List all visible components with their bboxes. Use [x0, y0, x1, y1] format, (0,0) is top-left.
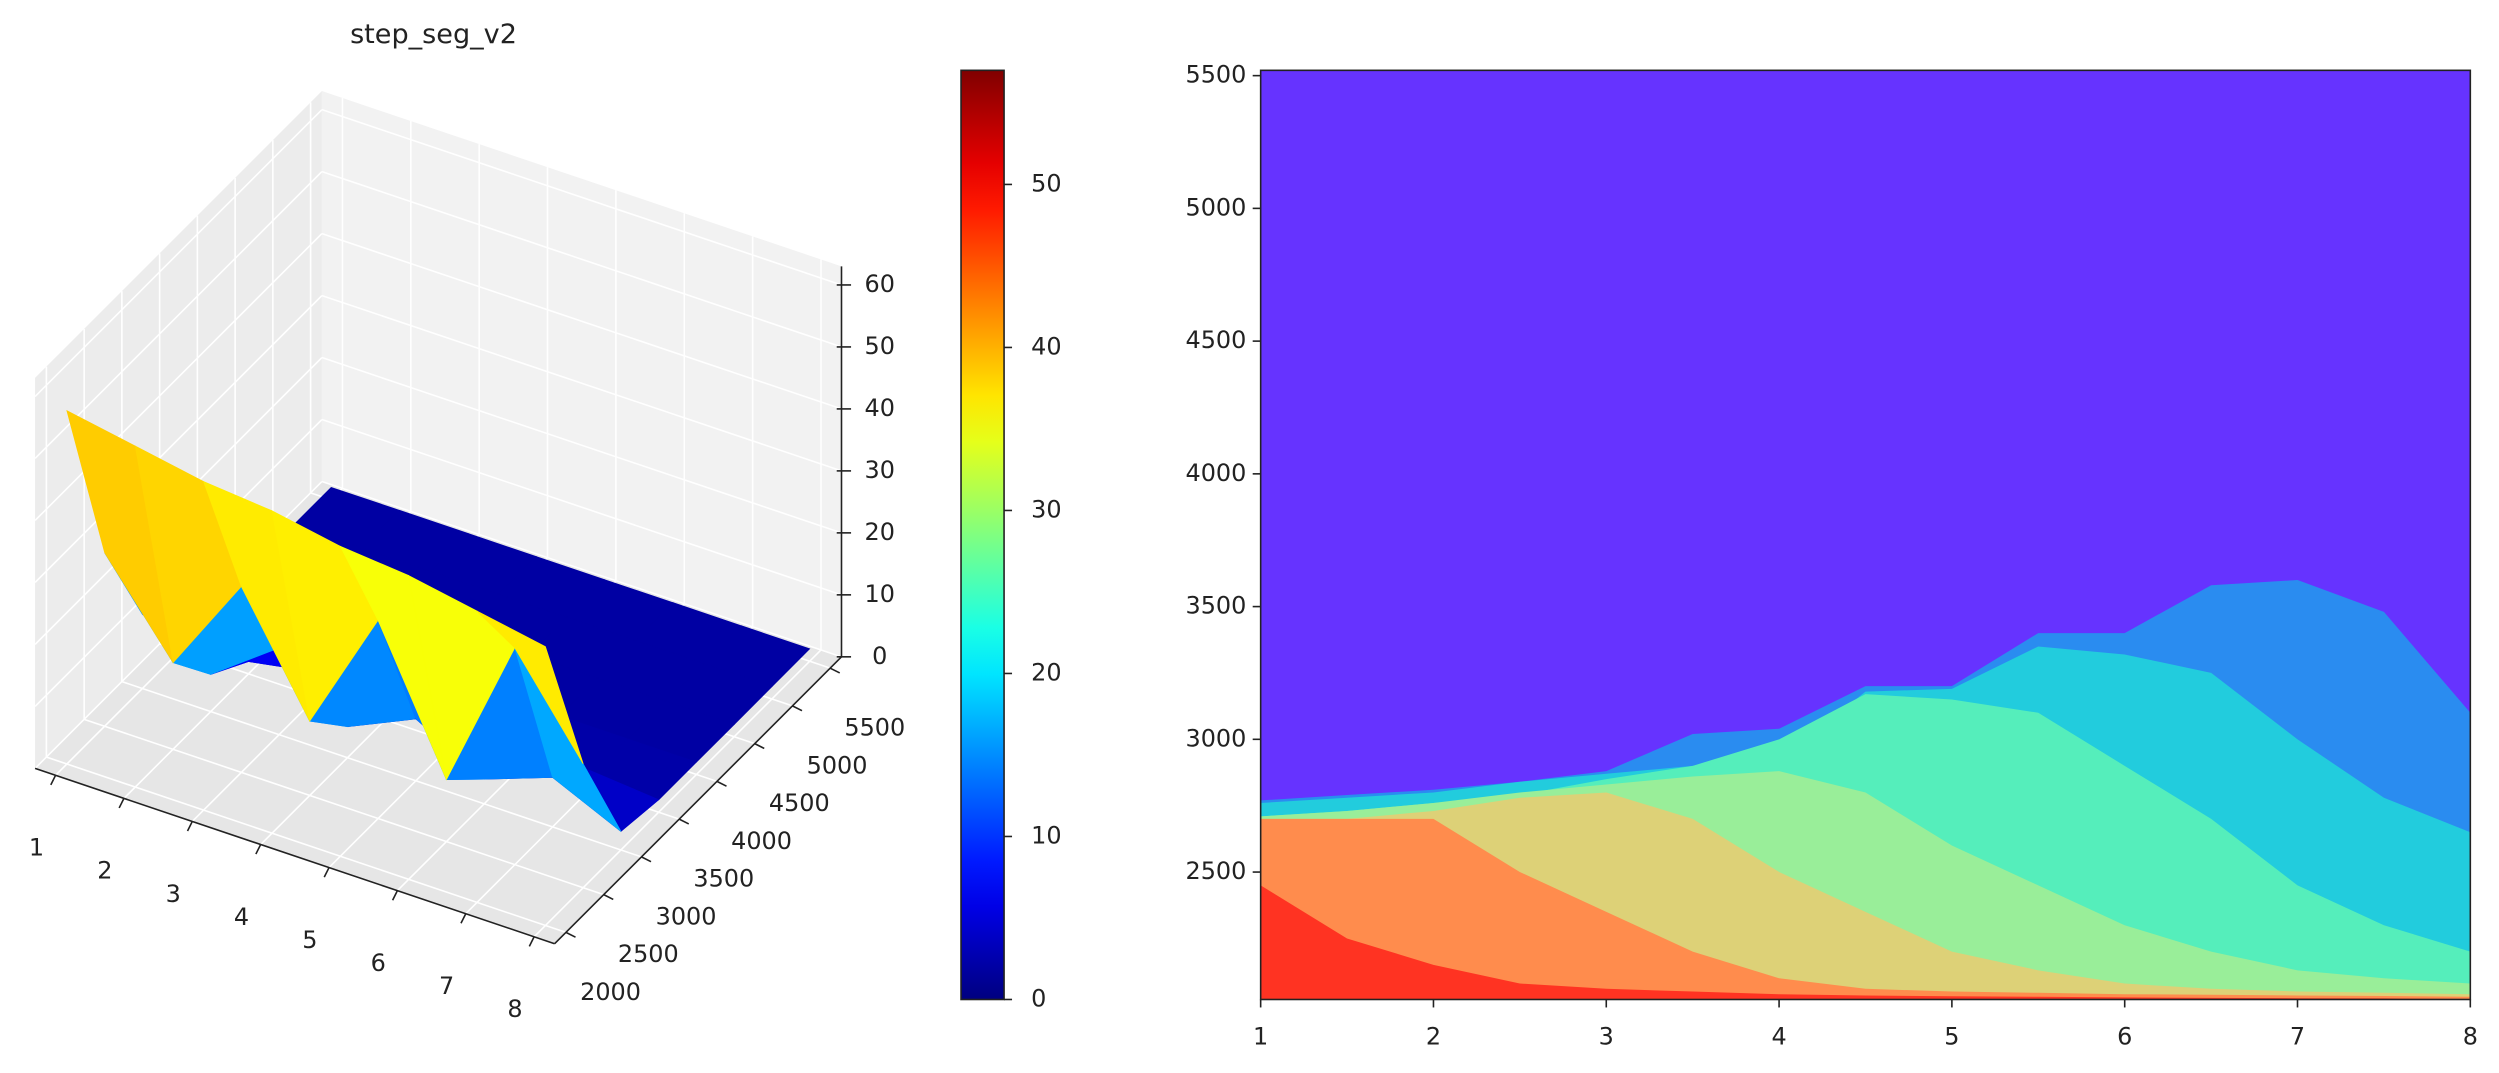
y-tick [754, 742, 765, 750]
z-tick-label: 10 [865, 580, 895, 608]
z-tick-label: 60 [865, 270, 895, 298]
x-tick-label: 7 [2290, 1023, 2305, 1051]
chart-title: step_seg_v2 [350, 19, 517, 50]
x-tick [460, 913, 467, 924]
x-tick [528, 936, 535, 947]
y-tick-label: 5500 [1186, 61, 1247, 89]
y-tick [716, 780, 727, 787]
y-tick-label: 3500 [693, 865, 754, 893]
z-tick-label: 20 [865, 518, 895, 546]
x-tick-label: 6 [371, 949, 386, 977]
y-tick-label: 3000 [656, 902, 717, 930]
colorbar-tick-label: 10 [1031, 821, 1061, 849]
x-tick-label: 3 [166, 880, 181, 908]
colorbar-tick-label: 40 [1031, 332, 1061, 360]
x-tick-label: 5 [1944, 1023, 1959, 1051]
z-tick-label: 30 [865, 456, 895, 484]
x-tick-label: 4 [234, 903, 249, 931]
y-tick-label: 2500 [1186, 857, 1247, 885]
pane-back [321, 91, 842, 657]
x-tick-label: 1 [1253, 1023, 1268, 1051]
x-tick [186, 821, 194, 832]
x-tick [50, 774, 57, 786]
y-tick-label: 4500 [1186, 326, 1247, 354]
grid-line [34, 295, 323, 584]
grid-line [321, 108, 842, 286]
y-tick [641, 856, 652, 863]
y-tick-label: 5000 [1186, 193, 1247, 221]
y-tick-label: 4000 [731, 827, 792, 855]
grid-line [533, 649, 822, 938]
z-tick-label: 50 [865, 332, 895, 360]
x-tick-label: 3 [1599, 1023, 1614, 1051]
colorbar-tick-label: 50 [1031, 169, 1061, 197]
y-tick-label: 2000 [580, 978, 641, 1006]
y-tick [678, 818, 690, 825]
y-tick-label: 4500 [769, 789, 830, 817]
colorbar-tick-label: 20 [1031, 658, 1061, 686]
z-tick-label: 40 [865, 394, 895, 422]
grid-line [34, 171, 323, 460]
colorbar [960, 69, 1005, 1001]
y-tick-label: 3000 [1186, 724, 1247, 752]
x-tick-label: 5 [302, 926, 317, 954]
y-tick-label: 5500 [844, 714, 905, 742]
grid-line [34, 109, 323, 398]
pane-left [35, 91, 322, 769]
region-area [1260, 885, 2471, 1000]
x-tick-label: 8 [2463, 1023, 2478, 1051]
plot-frame [1259, 69, 2472, 1001]
grid-line [46, 756, 567, 934]
x-tick-label: 2 [1426, 1023, 1441, 1051]
z-tick-label: 0 [872, 642, 887, 670]
grid-line [83, 718, 604, 896]
y-tick [792, 705, 803, 712]
x-tick [255, 844, 262, 855]
grid-line [321, 356, 842, 534]
x-tick-label: 8 [507, 995, 522, 1023]
x-tick-label: 6 [2117, 1023, 2132, 1051]
axis-line [34, 767, 555, 945]
axis-line [554, 656, 843, 945]
grid-line [321, 232, 842, 410]
colorbar-tick-label: 30 [1031, 495, 1061, 523]
x-tick-label: 1 [29, 834, 44, 862]
region-area [1260, 818, 2471, 1000]
grid-line [121, 680, 642, 858]
y-tick [603, 893, 614, 901]
y-tick-label: 5000 [807, 751, 868, 779]
y-tick-label: 2500 [618, 940, 679, 968]
y-tick-label: 4000 [1186, 459, 1247, 487]
surface-patch [476, 610, 584, 764]
colorbar-tick-label: 0 [1031, 984, 1046, 1012]
y-tick [829, 667, 841, 674]
x-tick-label: 2 [97, 857, 112, 885]
y-tick [565, 931, 576, 938]
x-tick [323, 867, 330, 878]
x-tick [118, 798, 125, 809]
y-tick-label: 3500 [1186, 592, 1247, 620]
grid-line [321, 294, 842, 472]
x-tick-label: 7 [439, 972, 454, 1000]
grid-line [321, 170, 842, 348]
x-tick-label: 4 [1771, 1023, 1786, 1051]
grid-line [34, 233, 323, 522]
grid-line [321, 418, 842, 596]
x-tick [391, 890, 399, 901]
grid-line [321, 480, 842, 658]
